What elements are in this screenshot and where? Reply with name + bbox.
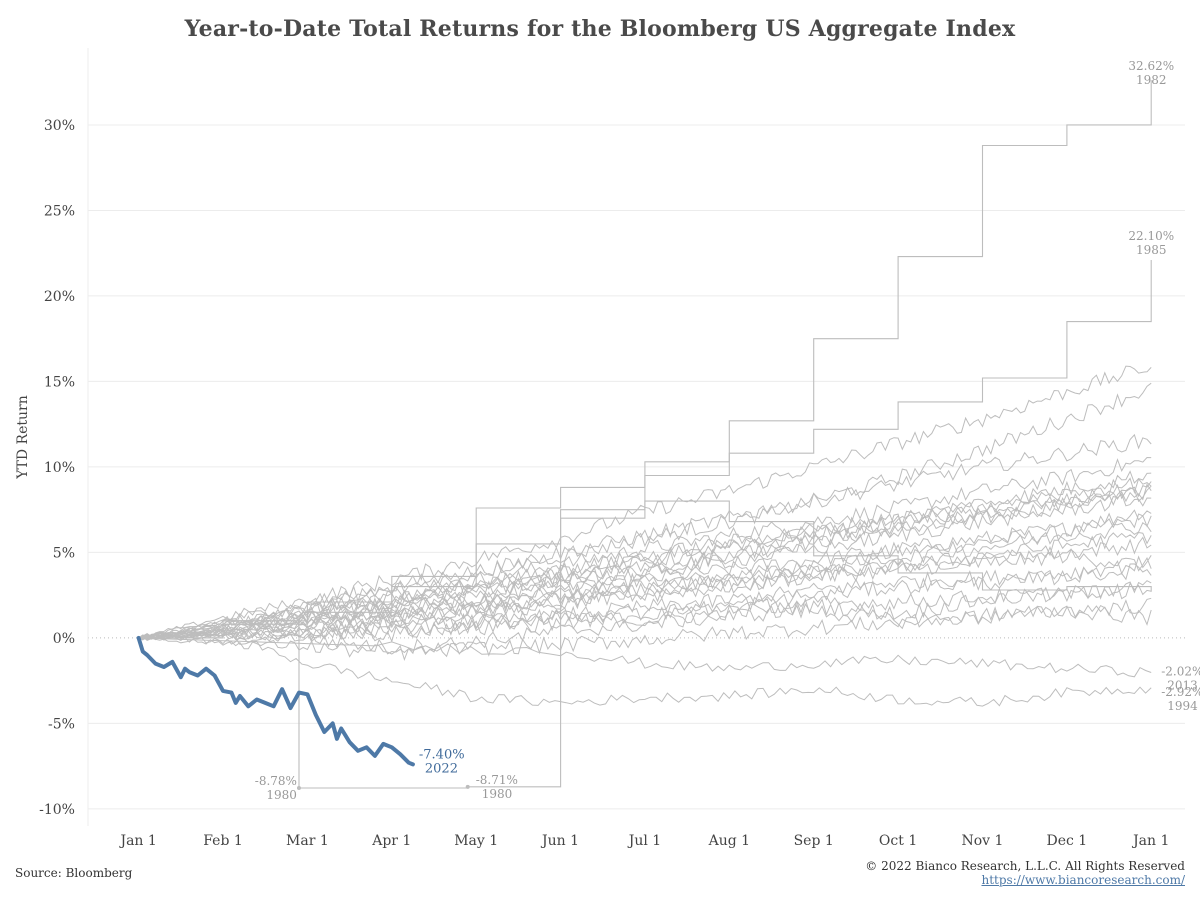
x-tick-label: Dec 1: [1047, 833, 1088, 849]
y-tick-label: 20%: [44, 289, 75, 305]
historical-line: [138, 522, 1152, 641]
historical-line: [138, 582, 1152, 641]
series-2022: [136, 635, 415, 767]
annotation-value: -7.40%: [419, 747, 465, 762]
annotation-value: -8.78%: [255, 774, 297, 788]
annotation-value: 32.62%: [1128, 59, 1174, 73]
y-tick-label: 15%: [44, 374, 75, 390]
x-tick-label: Feb 1: [203, 833, 243, 849]
series-1994: [138, 630, 1152, 707]
historical-line: [138, 604, 1152, 662]
y-tick-label: 10%: [44, 460, 75, 476]
x-tick-label: Apr 1: [371, 833, 411, 849]
copyright-block: © 2022 Bianco Research, L.L.C. All Right…: [865, 859, 1185, 887]
y-axis-label: YTD Return: [15, 395, 31, 479]
annotation-value: -2.92%: [1161, 685, 1200, 699]
annotation-year: 2022: [425, 761, 458, 776]
x-tick-label: Sep 1: [794, 833, 834, 849]
x-tick-label: Aug 1: [708, 833, 750, 849]
y-axis-ticks: 30% 25% 20% 15% 10% 5% 0% -5% -10%: [39, 118, 75, 818]
historical-line: [138, 597, 1152, 655]
source-note: Source: Bloomberg: [15, 866, 133, 880]
x-axis-ticks: Jan 1 Feb 1 Mar 1 Apr 1 May 1 Jun 1 Jul 1 Aug 1…: [118, 833, 1169, 849]
x-tick-label: Jan 1: [118, 833, 156, 849]
y-tick-label: -5%: [48, 716, 75, 732]
annotation-year: 1994: [1167, 699, 1198, 713]
x-tick-label: Jul 1: [627, 833, 661, 849]
marker-1980-low: [465, 784, 470, 789]
copyright-text: © 2022 Bianco Research, L.L.C. All Right…: [865, 859, 1185, 873]
gridlines: [87, 48, 1185, 826]
annotation-value: -8.71%: [476, 773, 518, 787]
x-tick-label: Mar 1: [286, 833, 329, 849]
x-tick-label: Oct 1: [879, 833, 917, 849]
annotation-year: 1982: [1136, 73, 1167, 87]
chart-title: Year-to-Date Total Returns for the Bloom…: [184, 16, 1016, 42]
y-tick-label: -10%: [39, 802, 75, 818]
series-2013: [138, 637, 1152, 678]
annotation-value: 22.10%: [1128, 229, 1174, 243]
series-1980: [138, 500, 1152, 789]
y-tick-label: 30%: [44, 118, 75, 134]
annotation-year: 1980: [482, 787, 513, 801]
x-tick-label: Jan 1: [1131, 833, 1169, 849]
series-1985: [138, 260, 1152, 639]
x-tick-label: Nov 1: [962, 833, 1004, 849]
annotation-year: 2013: [1167, 678, 1198, 692]
y-tick-label: 5%: [53, 545, 75, 561]
marker-1980-low: [296, 786, 301, 791]
annotations: 32.62%1982 22.10%1985 -2.02%2013-2.92%1994…: [255, 59, 1200, 802]
y-tick-label: 25%: [44, 203, 75, 219]
x-tick-label: May 1: [454, 833, 498, 849]
annotation-value: -2.02%: [1161, 664, 1200, 678]
annotation-year: 1985: [1136, 243, 1167, 257]
y-tick-label: 0%: [53, 631, 75, 647]
historical-series: [138, 80, 1152, 791]
annotation-year: 1980: [266, 788, 297, 802]
highlight-series: [136, 635, 415, 767]
x-tick-label: Jun 1: [540, 833, 579, 849]
website-link[interactable]: https://www.biancoresearch.com/: [981, 873, 1185, 887]
